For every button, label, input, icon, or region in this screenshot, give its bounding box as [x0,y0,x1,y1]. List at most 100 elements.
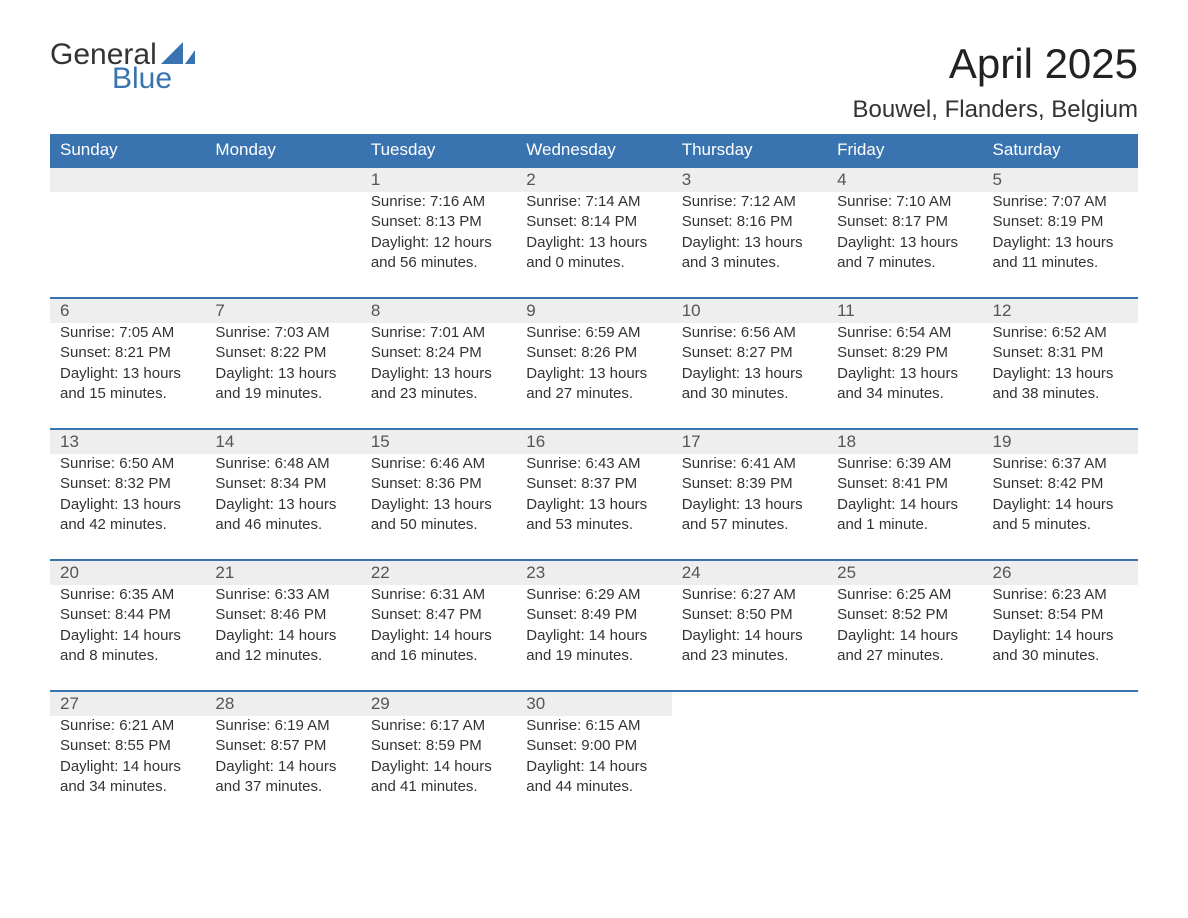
sunset-text: Sunset: 8:41 PM [837,474,972,494]
day-data-cell: Sunrise: 6:21 AMSunset: 8:55 PMDaylight:… [50,716,205,821]
day-number-cell: 1 [361,167,516,192]
sunrise-text: Sunrise: 6:29 AM [526,585,661,605]
day-number-row: 27282930 [50,691,1138,716]
day-data-cell [50,192,205,298]
sunset-text: Sunset: 8:47 PM [371,605,506,625]
sunset-text: Sunset: 8:34 PM [215,474,350,494]
day-number-cell: 30 [516,691,671,716]
day-data-cell [205,192,360,298]
day-data-cell: Sunrise: 6:41 AMSunset: 8:39 PMDaylight:… [672,454,827,560]
daylight-text: Daylight: 14 hours and 16 minutes. [371,626,506,667]
daylight-text: Daylight: 14 hours and 8 minutes. [60,626,195,667]
sunset-text: Sunset: 8:52 PM [837,605,972,625]
sunset-text: Sunset: 8:24 PM [371,343,506,363]
day-number-cell: 7 [205,298,360,323]
day-number-row: 6789101112 [50,298,1138,323]
day-data-cell: Sunrise: 6:15 AMSunset: 9:00 PMDaylight:… [516,716,671,821]
day-number-cell: 23 [516,560,671,585]
sunrise-text: Sunrise: 7:10 AM [837,192,972,212]
sunset-text: Sunset: 8:57 PM [215,736,350,756]
sunrise-text: Sunrise: 6:25 AM [837,585,972,605]
page-header: General Blue April 2025 Bouwel, Flanders… [50,40,1138,124]
day-data-cell: Sunrise: 6:25 AMSunset: 8:52 PMDaylight:… [827,585,982,691]
sunrise-text: Sunrise: 7:01 AM [371,323,506,343]
sunrise-text: Sunrise: 6:31 AM [371,585,506,605]
sunset-text: Sunset: 8:13 PM [371,212,506,232]
day-data-cell: Sunrise: 6:39 AMSunset: 8:41 PMDaylight:… [827,454,982,560]
day-number-cell [827,691,982,716]
day-number-row: 13141516171819 [50,429,1138,454]
day-number-cell: 14 [205,429,360,454]
sunset-text: Sunset: 9:00 PM [526,736,661,756]
daylight-text: Daylight: 13 hours and 23 minutes. [371,364,506,405]
brand-logo: General Blue [50,40,195,94]
sunrise-text: Sunrise: 7:03 AM [215,323,350,343]
day-data-cell: Sunrise: 6:23 AMSunset: 8:54 PMDaylight:… [983,585,1138,691]
sunrise-text: Sunrise: 6:48 AM [215,454,350,474]
day-data-cell: Sunrise: 6:29 AMSunset: 8:49 PMDaylight:… [516,585,671,691]
daylight-text: Daylight: 13 hours and 34 minutes. [837,364,972,405]
day-number-cell: 25 [827,560,982,585]
day-data-cell: Sunrise: 6:33 AMSunset: 8:46 PMDaylight:… [205,585,360,691]
day-data-cell: Sunrise: 7:05 AMSunset: 8:21 PMDaylight:… [50,323,205,429]
day-number-cell: 27 [50,691,205,716]
day-data-cell [672,716,827,821]
sunset-text: Sunset: 8:59 PM [371,736,506,756]
day-data-cell: Sunrise: 7:14 AMSunset: 8:14 PMDaylight:… [516,192,671,298]
daylight-text: Daylight: 13 hours and 3 minutes. [682,233,817,274]
sunset-text: Sunset: 8:49 PM [526,605,661,625]
daylight-text: Daylight: 12 hours and 56 minutes. [371,233,506,274]
sunrise-text: Sunrise: 7:05 AM [60,323,195,343]
sunrise-text: Sunrise: 7:16 AM [371,192,506,212]
daylight-text: Daylight: 14 hours and 5 minutes. [993,495,1128,536]
day-number-row: 20212223242526 [50,560,1138,585]
day-data-cell: Sunrise: 6:19 AMSunset: 8:57 PMDaylight:… [205,716,360,821]
daylight-text: Daylight: 14 hours and 30 minutes. [993,626,1128,667]
sunrise-text: Sunrise: 6:35 AM [60,585,195,605]
day-number-cell: 29 [361,691,516,716]
day-number-cell: 19 [983,429,1138,454]
day-number-cell [672,691,827,716]
month-title: April 2025 [853,40,1138,88]
sunset-text: Sunset: 8:55 PM [60,736,195,756]
daylight-text: Daylight: 13 hours and 11 minutes. [993,233,1128,274]
day-number-cell: 22 [361,560,516,585]
daylight-text: Daylight: 14 hours and 44 minutes. [526,757,661,798]
sunrise-text: Sunrise: 6:17 AM [371,716,506,736]
day-number-cell: 12 [983,298,1138,323]
day-number-row: 12345 [50,167,1138,192]
sunrise-text: Sunrise: 6:41 AM [682,454,817,474]
daylight-text: Daylight: 13 hours and 42 minutes. [60,495,195,536]
sunset-text: Sunset: 8:16 PM [682,212,817,232]
sunset-text: Sunset: 8:27 PM [682,343,817,363]
calendar-table: SundayMondayTuesdayWednesdayThursdayFrid… [50,134,1138,821]
day-data-cell: Sunrise: 7:10 AMSunset: 8:17 PMDaylight:… [827,192,982,298]
daylight-text: Daylight: 13 hours and 15 minutes. [60,364,195,405]
sunset-text: Sunset: 8:14 PM [526,212,661,232]
sunrise-text: Sunrise: 6:50 AM [60,454,195,474]
weekday-header: Saturday [983,134,1138,167]
day-data-cell: Sunrise: 7:03 AMSunset: 8:22 PMDaylight:… [205,323,360,429]
day-number-cell: 10 [672,298,827,323]
day-number-cell: 18 [827,429,982,454]
sunrise-text: Sunrise: 6:43 AM [526,454,661,474]
day-data-cell: Sunrise: 6:46 AMSunset: 8:36 PMDaylight:… [361,454,516,560]
sunrise-text: Sunrise: 6:21 AM [60,716,195,736]
daylight-text: Daylight: 14 hours and 23 minutes. [682,626,817,667]
sunset-text: Sunset: 8:37 PM [526,474,661,494]
day-data-row: Sunrise: 7:16 AMSunset: 8:13 PMDaylight:… [50,192,1138,298]
day-number-cell: 5 [983,167,1138,192]
day-number-cell: 24 [672,560,827,585]
day-data-cell: Sunrise: 6:50 AMSunset: 8:32 PMDaylight:… [50,454,205,560]
day-data-cell [827,716,982,821]
sunset-text: Sunset: 8:17 PM [837,212,972,232]
day-data-cell: Sunrise: 6:37 AMSunset: 8:42 PMDaylight:… [983,454,1138,560]
daylight-text: Daylight: 13 hours and 57 minutes. [682,495,817,536]
daylight-text: Daylight: 13 hours and 30 minutes. [682,364,817,405]
sunset-text: Sunset: 8:54 PM [993,605,1128,625]
title-block: April 2025 Bouwel, Flanders, Belgium [853,40,1138,124]
day-data-cell: Sunrise: 6:48 AMSunset: 8:34 PMDaylight:… [205,454,360,560]
sunrise-text: Sunrise: 6:27 AM [682,585,817,605]
day-number-cell: 15 [361,429,516,454]
weekday-header: Monday [205,134,360,167]
